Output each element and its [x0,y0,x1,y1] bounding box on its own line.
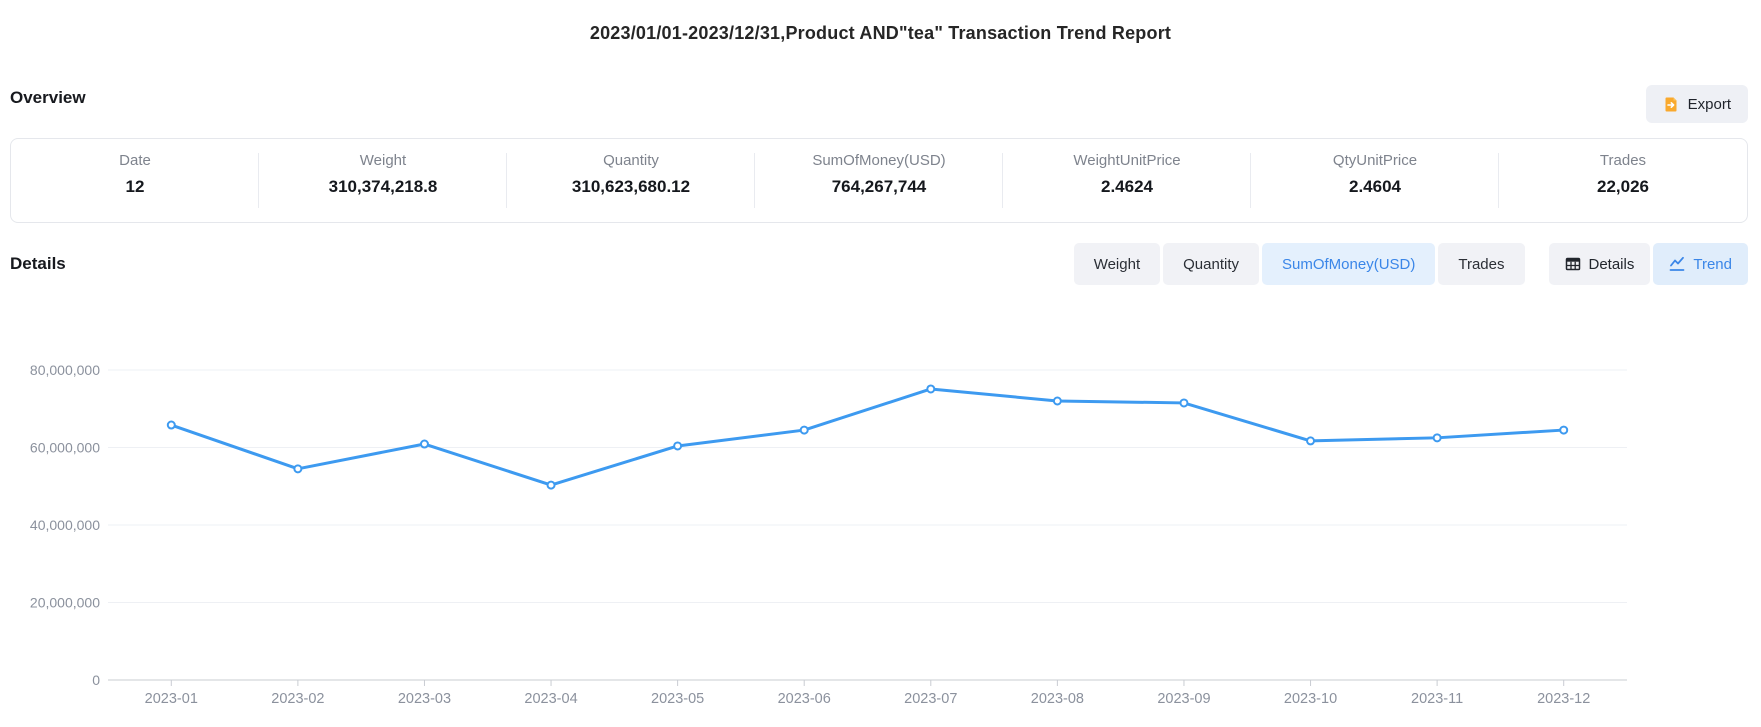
view-details-button[interactable]: Details [1548,243,1651,285]
data-point-marker[interactable] [673,441,683,451]
tab-quantity[interactable]: Quantity [1163,243,1259,285]
data-point-marker[interactable] [1179,398,1189,408]
tab-weight[interactable]: Weight [1073,243,1161,285]
data-point-marker[interactable] [166,420,176,430]
tab-label: Quantity [1183,255,1239,273]
tab-label: Trades [1458,255,1505,273]
x-axis-label: 2023-03 [398,691,451,707]
stat-label: WeightUnitPrice [1073,152,1181,169]
data-point-marker[interactable] [293,464,303,474]
y-axis-label: 60,000,000 [30,440,100,456]
x-axis-label: 2023-08 [1031,691,1084,707]
data-point-marker[interactable] [1306,436,1316,446]
tab-label: SumOfMoney(USD) [1282,255,1416,273]
stat-value: 2.4604 [1349,177,1401,196]
data-point-marker[interactable] [1432,433,1442,443]
data-point-marker[interactable] [926,384,936,394]
stat-cell-date: Date 12 [11,139,259,222]
export-label: Export [1687,95,1731,113]
tab-trades[interactable]: Trades [1438,243,1525,285]
stat-value: 12 [125,177,145,196]
stat-label: QtyUnitPrice [1332,152,1418,169]
stat-value: 310,374,218.8 [328,177,438,196]
x-axis-label: 2023-04 [524,691,577,707]
stat-value: 310,623,680.12 [571,177,691,196]
stat-label: SumOfMoney(USD) [812,152,946,169]
stat-value: 764,267,744 [831,177,927,196]
details-heading: Details [10,254,66,273]
tab-sumofmoney-usd[interactable]: SumOfMoney(USD) [1262,243,1436,285]
x-axis-label: 2023-02 [271,691,324,707]
details-toolbar: Details Weight Quantity SumOfMoney(USD) … [10,242,1748,286]
stat-cell-qtyunitprice: QtyUnitPrice 2.4604 [1251,139,1499,222]
stat-value: 2.4624 [1101,177,1153,196]
stat-cell-sumofmoney-usd: SumOfMoney(USD) 764,267,744 [755,139,1003,222]
y-axis-label: 40,000,000 [30,517,100,533]
export-file-icon [1663,96,1680,113]
data-point-marker[interactable] [546,480,556,490]
y-axis-label: 80,000,000 [30,362,100,378]
data-point-marker[interactable] [799,425,809,435]
data-point-marker[interactable] [1559,425,1569,435]
x-axis-label: 2023-06 [778,691,831,707]
x-axis-label: 2023-11 [1411,691,1463,707]
table-icon [1565,256,1581,272]
x-axis-label: 2023-10 [1284,691,1337,707]
view-btn-label: Details [1588,255,1635,273]
x-axis-label: 2023-05 [651,691,704,707]
stat-value: 22,026 [1597,177,1649,196]
page-title: 2023/01/01-2023/12/31,Product AND"tea" T… [589,23,1172,43]
tab-label: Weight [1093,255,1141,273]
stat-cell-trades: Trades 22,026 [1499,139,1747,222]
data-point-marker[interactable] [1052,396,1062,406]
stat-label: Trades [1599,152,1647,169]
metric-tabs: Weight Quantity SumOfMoney(USD) Trades [1073,243,1525,285]
stat-label: Weight [359,152,407,169]
view-trend-button[interactable]: Trend [1653,243,1748,285]
trend-line [169,387,1566,487]
stats-bar: Date 12 Weight 310,374,218.8 Quantity 31… [10,138,1748,223]
view-toggle: Details Trend [1548,243,1748,285]
y-axis-label: 0 [92,672,100,688]
overview-heading: Overview [10,88,86,107]
x-axis-label: 2023-09 [1157,691,1210,707]
trend-icon [1669,256,1685,272]
stat-label: Date [119,152,151,169]
stat-cell-weight: Weight 310,374,218.8 [259,139,507,222]
export-button[interactable]: Export [1645,85,1748,123]
x-axis-label: 2023-12 [1537,691,1590,707]
stat-cell-quantity: Quantity 310,623,680.12 [507,139,755,222]
stat-cell-weightunitprice: WeightUnitPrice 2.4624 [1003,139,1251,222]
view-btn-label: Trend [1693,255,1732,273]
x-axis-label: 2023-01 [145,691,198,707]
x-axis-label: 2023-07 [904,691,957,707]
y-axis-label: 20,000,000 [30,595,100,611]
data-point-marker[interactable] [419,439,429,449]
stat-label: Quantity [603,152,659,169]
